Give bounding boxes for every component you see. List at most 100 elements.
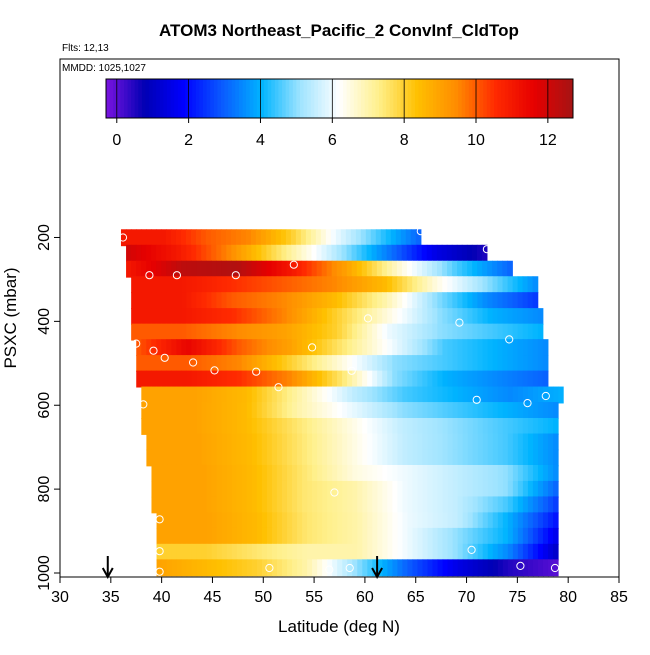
heatmap-cell <box>276 433 283 451</box>
heatmap-cell <box>432 355 439 372</box>
heatmap-cell <box>226 496 233 514</box>
heatmap-cell <box>186 308 192 326</box>
heatmap-cell <box>341 276 348 294</box>
heatmap-cell <box>186 418 193 435</box>
colorbar-segment <box>185 79 190 118</box>
heatmap-cell <box>432 402 439 419</box>
heatmap-cell <box>206 464 213 482</box>
heatmap-cell <box>492 418 499 435</box>
heatmap-cell <box>161 496 168 514</box>
heatmap-cell <box>427 386 434 404</box>
x-tick-label: 75 <box>508 589 526 606</box>
heatmap-cell <box>417 370 423 388</box>
heatmap-cell <box>322 449 328 467</box>
heatmap-cell <box>396 244 403 262</box>
colorbar-segment <box>436 79 441 118</box>
heatmap-cell <box>367 512 373 530</box>
heatmap-cell <box>171 276 177 294</box>
heatmap-cell <box>297 543 303 561</box>
heatmap-cell <box>261 292 268 310</box>
heatmap-cell <box>437 418 444 435</box>
heatmap-cell <box>326 308 333 326</box>
heatmap-cell <box>331 276 338 294</box>
heatmap-cell <box>216 260 222 278</box>
heatmap-cell <box>161 339 167 357</box>
heatmap-cell <box>422 260 428 278</box>
heatmap-cell <box>357 512 363 530</box>
heatmap-cell <box>462 527 469 545</box>
heatmap-cell <box>236 339 243 357</box>
heatmap-cell <box>507 276 514 294</box>
heatmap-cell <box>332 512 338 530</box>
heatmap-cell <box>537 496 544 514</box>
heatmap-cell <box>517 464 524 482</box>
heatmap-cell <box>427 308 433 326</box>
heatmap-cell <box>432 512 439 530</box>
x-tick-label: 70 <box>458 589 476 606</box>
heatmap-cell <box>352 308 358 326</box>
heatmap-cell <box>407 512 414 530</box>
heatmap-cell <box>432 418 439 435</box>
heatmap-cell <box>542 480 549 498</box>
heatmap-cell <box>171 292 177 310</box>
heatmap-cell <box>206 527 213 545</box>
heatmap-cell <box>166 496 173 514</box>
heatmap-cell <box>487 559 494 577</box>
heatmap-cell <box>302 543 308 561</box>
heatmap-cell <box>417 418 424 435</box>
heatmap-cell <box>397 339 403 357</box>
heatmap-cell <box>472 308 479 326</box>
heatmap-cell <box>251 323 258 341</box>
heatmap-cell <box>367 355 373 372</box>
heatmap-cell <box>246 276 253 294</box>
heatmap-cell <box>221 512 228 530</box>
heatmap-cell <box>261 433 268 451</box>
heatmap-cell <box>216 480 223 498</box>
heatmap-cell <box>161 244 167 262</box>
heatmap-cell <box>377 323 383 341</box>
heatmap-cell <box>522 402 529 419</box>
colorbar-segment <box>551 79 556 118</box>
heatmap-cell <box>266 559 273 577</box>
colorbar-segment <box>529 79 534 118</box>
colorbar-segment <box>325 79 330 118</box>
heatmap-cell <box>537 370 544 388</box>
heatmap-cell <box>216 496 223 514</box>
heatmap-cell <box>532 480 539 498</box>
heatmap-cell <box>160 229 167 247</box>
heatmap-cell <box>522 512 529 530</box>
heatmap-cell <box>176 433 183 451</box>
heatmap-cell <box>527 512 534 530</box>
colorbar-segment <box>242 79 247 118</box>
heatmap-cell <box>452 480 459 498</box>
heatmap-cell <box>452 355 459 372</box>
heatmap-cell <box>141 402 147 419</box>
heatmap-cell <box>502 512 509 530</box>
heatmap-cell <box>502 260 508 278</box>
heatmap-cell <box>452 339 459 357</box>
heatmap-cell <box>171 386 178 404</box>
heatmap-cell <box>221 292 228 310</box>
heatmap-cell <box>407 418 414 435</box>
heatmap-cell <box>276 260 283 278</box>
heatmap-cell <box>191 464 198 482</box>
heatmap-cell <box>266 339 273 357</box>
heatmap-band <box>131 276 539 294</box>
heatmap-cell <box>317 480 323 498</box>
heatmap-cell <box>335 229 342 247</box>
heatmap-cell <box>558 386 564 404</box>
heatmap-cell <box>341 323 348 341</box>
heatmap-cell <box>266 418 273 435</box>
heatmap-cell <box>171 449 178 467</box>
heatmap-cell <box>231 292 238 310</box>
heatmap-cell <box>472 323 479 341</box>
heatmap-cell <box>437 480 444 498</box>
heatmap-cell <box>320 229 327 247</box>
heatmap-cell <box>342 339 348 357</box>
heatmap-cell <box>427 496 434 514</box>
colorbar-segment <box>217 79 222 118</box>
heatmap-cell <box>271 418 278 435</box>
heatmap-cell <box>442 308 448 326</box>
y-tick-label: 400 <box>36 308 53 335</box>
colorbar-segment <box>120 79 125 118</box>
